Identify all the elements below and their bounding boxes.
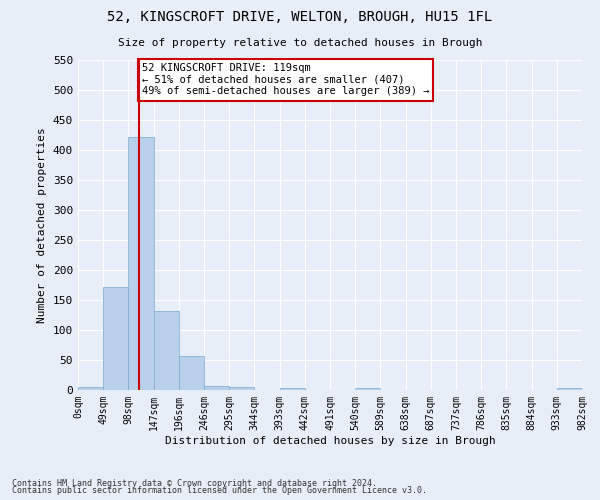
X-axis label: Distribution of detached houses by size in Brough: Distribution of detached houses by size …: [164, 436, 496, 446]
Text: Contains HM Land Registry data © Crown copyright and database right 2024.: Contains HM Land Registry data © Crown c…: [12, 478, 377, 488]
Bar: [557, 388, 582, 390]
Bar: [78, 387, 103, 390]
Bar: [154, 311, 179, 390]
Y-axis label: Number of detached properties: Number of detached properties: [37, 127, 47, 323]
Text: 52, KINGSCROFT DRIVE, WELTON, BROUGH, HU15 1FL: 52, KINGSCROFT DRIVE, WELTON, BROUGH, HU…: [107, 10, 493, 24]
Bar: [103, 287, 128, 390]
Text: Contains public sector information licensed under the Open Government Licence v3: Contains public sector information licen…: [12, 486, 427, 495]
Bar: [128, 137, 154, 390]
Bar: [280, 388, 305, 390]
Bar: [204, 386, 229, 390]
Bar: [179, 356, 204, 390]
Bar: [229, 387, 254, 390]
Text: 52 KINGSCROFT DRIVE: 119sqm
← 51% of detached houses are smaller (407)
49% of se: 52 KINGSCROFT DRIVE: 119sqm ← 51% of det…: [142, 64, 429, 96]
Bar: [355, 388, 380, 390]
Text: Size of property relative to detached houses in Brough: Size of property relative to detached ho…: [118, 38, 482, 48]
